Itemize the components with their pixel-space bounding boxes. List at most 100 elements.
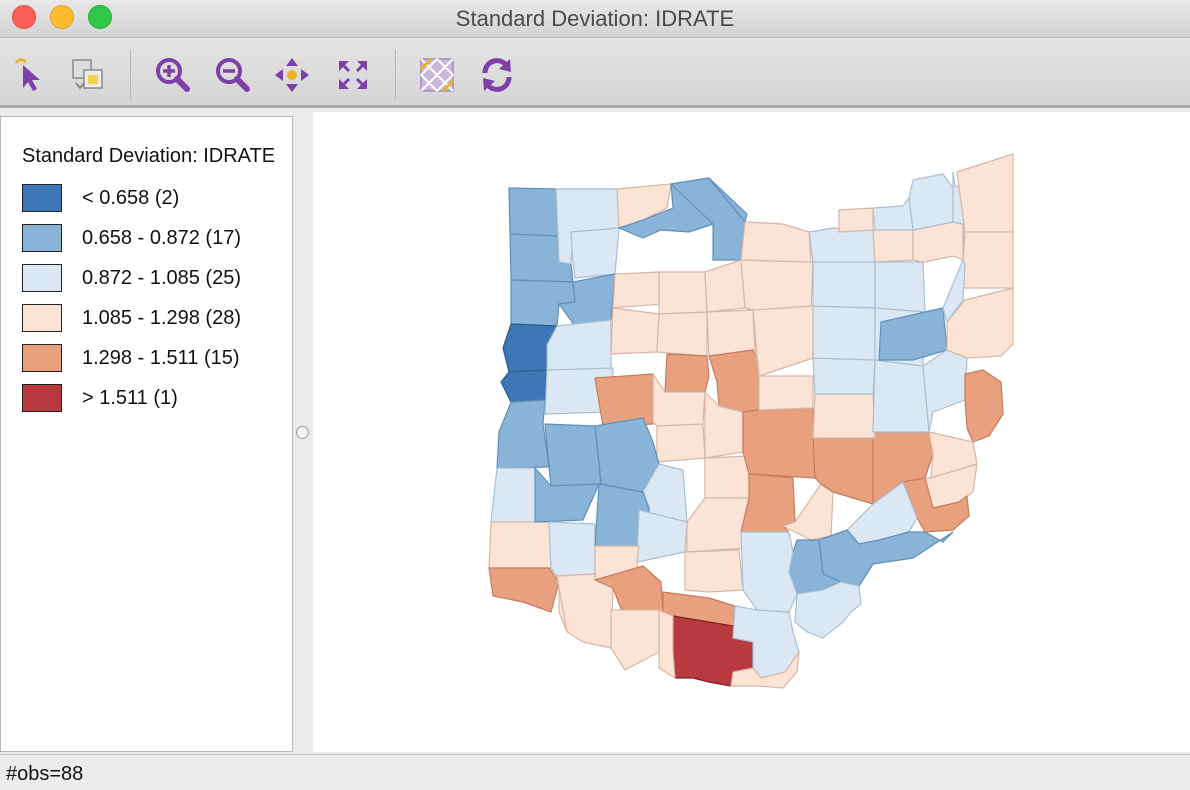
legend-item[interactable]: > 1.511 (1)	[22, 383, 178, 413]
minimize-window-button[interactable]	[50, 5, 74, 29]
legend-item[interactable]: 0.872 - 1.085 (25)	[22, 263, 241, 293]
county-polygon[interactable]	[964, 369, 1004, 443]
fit-extent-button[interactable]	[333, 55, 373, 95]
splitter-grip[interactable]	[296, 426, 309, 439]
county-polygon[interactable]	[872, 359, 930, 433]
county-polygon[interactable]	[812, 261, 876, 309]
county-polygon[interactable]	[704, 259, 746, 313]
county-polygon[interactable]	[488, 567, 560, 613]
maximize-window-button[interactable]	[88, 5, 112, 29]
county-polygon[interactable]	[534, 467, 600, 523]
panel-splitter[interactable]	[293, 116, 313, 752]
county-polygon[interactable]	[730, 651, 800, 689]
county-polygon[interactable]	[902, 477, 970, 533]
county-polygon[interactable]	[922, 349, 968, 433]
pan-button[interactable]	[272, 55, 312, 95]
legend-swatch	[22, 384, 62, 412]
legend-item[interactable]: < 0.658 (2)	[22, 183, 179, 213]
county-polygon[interactable]	[946, 287, 1014, 359]
county-polygon[interactable]	[546, 319, 612, 371]
county-polygon[interactable]	[740, 531, 798, 613]
county-polygon[interactable]	[812, 305, 876, 361]
county-polygon[interactable]	[684, 549, 744, 593]
county-polygon[interactable]	[500, 369, 548, 403]
county-polygon[interactable]	[740, 221, 812, 263]
county-polygon[interactable]	[838, 207, 874, 233]
pointer-arrow-icon	[14, 58, 40, 91]
zoom-in-button[interactable]	[152, 55, 192, 95]
county-polygon[interactable]	[548, 521, 596, 577]
county-polygon[interactable]	[708, 177, 748, 223]
county-polygon[interactable]	[664, 353, 710, 393]
zoom-out-button[interactable]	[212, 55, 252, 95]
zoom-in-icon	[156, 58, 190, 92]
county-polygon[interactable]	[508, 187, 559, 237]
legend-title: Standard Deviation: IDRATE	[22, 145, 276, 167]
refresh-button[interactable]	[477, 55, 517, 95]
county-polygon[interactable]	[740, 259, 814, 311]
county-polygon[interactable]	[908, 173, 954, 231]
legend-item-label: 0.658 - 0.872 (17)	[82, 226, 241, 249]
county-polygon[interactable]	[874, 261, 926, 313]
legend-swatch	[22, 304, 62, 332]
county-polygon[interactable]	[708, 349, 764, 413]
window-title: Standard Deviation: IDRATE	[455, 6, 735, 31]
county-polygon[interactable]	[740, 473, 796, 533]
county-polygon[interactable]	[612, 271, 662, 309]
county-polygon[interactable]	[658, 609, 676, 679]
county-polygon[interactable]	[794, 581, 862, 639]
legend-swatch	[22, 184, 62, 212]
legend-item-label: 1.298 - 1.511 (15)	[82, 346, 240, 369]
legend-item-label: > 1.511 (1)	[82, 386, 178, 409]
basemap-button[interactable]	[417, 55, 457, 95]
county-polygon[interactable]	[960, 231, 1014, 289]
county-polygon[interactable]	[942, 259, 966, 323]
county-polygon[interactable]	[686, 497, 750, 553]
county-polygon[interactable]	[594, 373, 654, 427]
legend-item[interactable]: 0.658 - 0.872 (17)	[22, 223, 241, 253]
choropleth-map[interactable]	[313, 112, 1190, 752]
county-polygon[interactable]	[758, 375, 814, 411]
county-polygon[interactable]	[610, 307, 660, 355]
county-polygon[interactable]	[570, 227, 620, 279]
select-tool-button[interactable]	[10, 55, 50, 95]
close-window-button[interactable]	[12, 5, 36, 29]
county-polygon[interactable]	[812, 393, 876, 439]
toolbar-separator	[130, 50, 131, 100]
county-polygon[interactable]	[556, 573, 614, 649]
county-polygon[interactable]	[656, 423, 706, 463]
county-polygon[interactable]	[496, 399, 550, 469]
title-bar: Standard Deviation: IDRATE	[0, 0, 1190, 38]
county-polygon[interactable]	[616, 183, 672, 229]
county-polygon[interactable]	[956, 153, 1014, 233]
pan-arrows-icon	[275, 58, 309, 92]
county-polygon[interactable]	[488, 521, 552, 569]
county-polygon[interactable]	[658, 271, 708, 315]
toolbar-separator	[395, 50, 396, 100]
legend-swatch	[22, 264, 62, 292]
county-polygon[interactable]	[656, 311, 708, 357]
refresh-icon	[482, 58, 512, 92]
status-bar: #obs=88	[0, 754, 1190, 790]
zoom-out-icon	[216, 58, 250, 92]
map-canvas[interactable]	[313, 112, 1190, 752]
county-polygon[interactable]	[490, 467, 538, 523]
county-polygon[interactable]	[752, 305, 814, 377]
selection-mode-button[interactable]	[68, 55, 108, 95]
legend-item[interactable]: 1.298 - 1.511 (15)	[22, 343, 240, 373]
legend-item-label: < 0.658 (2)	[82, 186, 180, 209]
county-polygon[interactable]	[872, 197, 914, 231]
legend-item-label: 0.872 - 1.085 (25)	[82, 266, 241, 289]
county-polygon[interactable]	[742, 407, 816, 479]
county-polygon[interactable]	[544, 423, 602, 487]
legend-panel: Standard Deviation: IDRATE < 0.658 (2) 0…	[0, 116, 293, 752]
county-polygon[interactable]	[808, 227, 876, 263]
basemap-grid-icon	[419, 57, 455, 93]
county-polygon[interactable]	[704, 455, 750, 499]
county-polygon[interactable]	[818, 529, 954, 587]
toolbar	[0, 38, 1190, 108]
county-polygon[interactable]	[812, 357, 876, 395]
county-polygon[interactable]	[706, 309, 756, 357]
legend-item[interactable]: 1.085 - 1.298 (28)	[22, 303, 241, 333]
selection-copy-icon	[72, 59, 103, 90]
